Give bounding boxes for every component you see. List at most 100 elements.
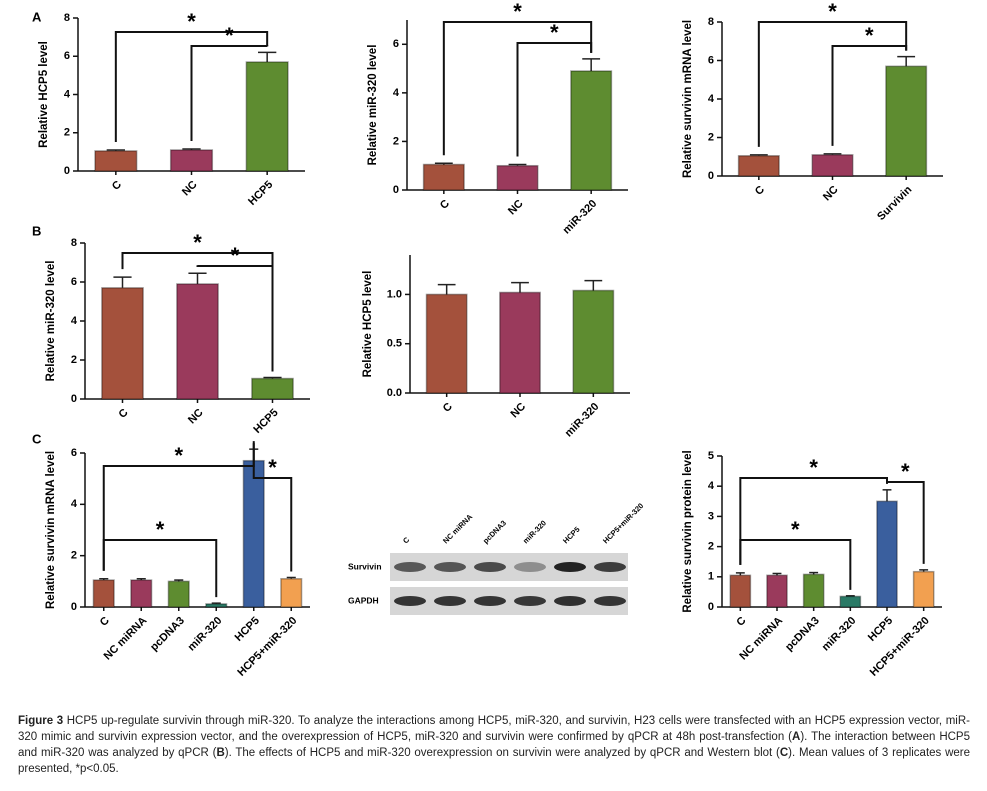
lane-label: C: [401, 535, 412, 546]
caption-text: C: [779, 747, 789, 759]
significance-mark: *: [193, 230, 202, 255]
bar: [205, 603, 228, 608]
y-tick-label: 2: [393, 135, 399, 147]
bar: [876, 500, 898, 608]
significance-mark: *: [174, 443, 183, 468]
bar: [130, 579, 153, 608]
y-tick-label: 2: [64, 127, 70, 139]
x-tick-label: miR-320: [820, 615, 859, 654]
lane-label: miR-320: [521, 518, 548, 545]
y-tick-label: 2: [708, 541, 714, 553]
lane-label: NC miRNA: [441, 512, 475, 546]
significance-bracket: [516, 42, 593, 157]
caption: Figure 3 HCP5 up-regulate survivin throu…: [18, 713, 970, 777]
significance-bracket: [196, 265, 274, 372]
lane-label: HCP5+miR-320: [601, 501, 645, 545]
chart: 0 2 4 6 Relative miR-320 level C NC miR-320 * *: [367, 0, 628, 236]
significance-mark: *: [901, 459, 910, 484]
significance-mark: *: [791, 517, 800, 542]
bar: [251, 377, 294, 400]
blot-band: [474, 596, 506, 606]
bar: [245, 61, 289, 172]
y-tick-label: 6: [71, 276, 77, 288]
y-tick-label: 2: [71, 550, 77, 562]
bar: [766, 574, 788, 608]
y-tick-label: 8: [708, 16, 714, 28]
x-tick-label: C: [98, 615, 112, 629]
bar: [737, 155, 780, 177]
caption-text: HCP5 up-regulate survivin through miR-32…: [18, 715, 970, 743]
y-tick-label: 8: [71, 237, 77, 249]
x-tick-label: C: [734, 615, 748, 629]
y-tick-label: 4: [708, 480, 715, 492]
caption-text: B: [216, 747, 225, 759]
y-axis-label: Relative HCP5 level: [362, 271, 374, 378]
caption-text: A: [792, 731, 801, 743]
bar: [496, 164, 539, 191]
y-tick-label: 6: [393, 38, 399, 50]
bar: [729, 574, 752, 608]
x-tick-label: HCP5: [866, 615, 895, 644]
blot-membrane: [390, 587, 628, 615]
bar: [912, 570, 935, 608]
bar: [570, 70, 613, 191]
blot-band: [514, 596, 546, 606]
x-tick-label: NC: [508, 401, 528, 421]
significance-bracket: [252, 441, 293, 572]
bar: [885, 65, 928, 177]
bar: [499, 291, 541, 394]
blot-membrane: [390, 553, 628, 581]
lane-label: HCP5: [561, 525, 582, 546]
y-tick-label: 0: [708, 170, 714, 182]
x-tick-label: NC: [186, 407, 206, 427]
y-tick-label: 4: [393, 87, 400, 99]
y-tick-label: 3: [708, 510, 714, 522]
x-tick-label: C: [438, 198, 452, 212]
significance-mark: *: [156, 517, 165, 542]
caption-text: ). The effects of HCP5 and miR-320 overe…: [224, 747, 780, 759]
blot-band: [434, 562, 466, 572]
x-tick-label: miR-320: [563, 401, 602, 440]
x-tick-label: NC: [180, 179, 200, 199]
y-axis-label: Relative survivin mRNA level: [682, 20, 694, 178]
blot-band: [554, 562, 586, 572]
figure-panels: A B C 0 2 4 6 8 Relative HCP5 level C NC HCP5 * * 0 2 4 6…: [32, 0, 943, 679]
x-tick-label: HCP5: [246, 179, 275, 208]
y-axis-label: Relative survivin mRNA level: [45, 451, 57, 609]
x-tick-label: HCP5: [251, 407, 280, 436]
significance-mark: *: [809, 455, 818, 480]
significance-bracket: [831, 45, 908, 146]
significance-bracket: [739, 477, 888, 565]
caption-text: ). Mean values of 3 replicates were pres…: [18, 747, 970, 775]
y-tick-label: 0: [393, 184, 399, 196]
significance-bracket: [114, 31, 269, 142]
panel-label: C: [32, 431, 42, 446]
y-tick-label: 0: [71, 601, 77, 613]
significance-mark: *: [828, 0, 837, 24]
y-tick-label: 2: [71, 354, 77, 366]
chart: 0 2 4 6 8 Relative HCP5 level C NC HCP5 * *: [38, 9, 305, 208]
y-tick-label: 8: [64, 12, 70, 24]
chart: 0 2 4 6 8 Relative miR-320 level C NC HCP5 * *: [45, 230, 310, 436]
panel-label: B: [32, 223, 41, 238]
blot-band: [394, 596, 426, 606]
y-tick-label: 0: [64, 165, 70, 177]
x-tick-label: NC: [506, 198, 526, 218]
significance-mark: *: [550, 20, 559, 45]
y-tick-label: 6: [64, 50, 70, 62]
y-axis-label: Relative survivin protein level: [682, 450, 694, 612]
bar: [802, 573, 825, 608]
x-tick-label: Survivin: [875, 183, 914, 222]
x-tick-label: C: [110, 179, 124, 193]
y-tick-label: 4: [71, 315, 78, 327]
y-tick-label: 0.5: [387, 338, 402, 350]
y-axis-label: Relative miR-320 level: [367, 45, 379, 166]
lane-label: pcDNA3: [481, 518, 508, 545]
panel-label: A: [32, 9, 42, 24]
bar: [839, 595, 862, 608]
significance-mark: *: [225, 23, 234, 48]
bar: [242, 459, 265, 608]
